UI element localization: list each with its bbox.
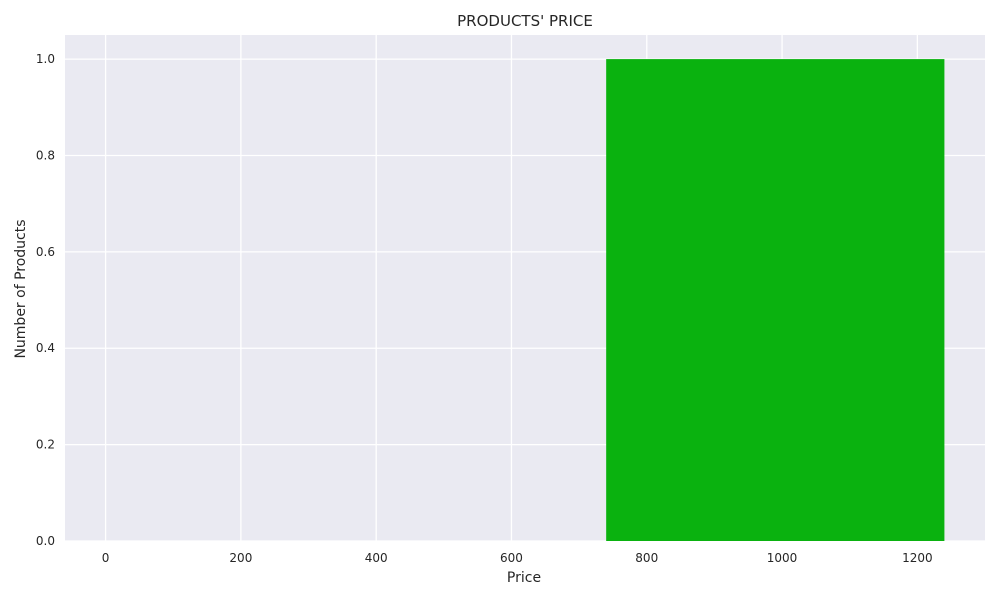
chart-title: PRODUCTS' PRICE xyxy=(457,12,593,30)
x-tick-label: 1000 xyxy=(767,551,798,565)
y-tick-label: 0.4 xyxy=(36,341,55,355)
y-axis-label: Number of Products xyxy=(13,219,29,358)
y-tick-label: 0.2 xyxy=(36,438,55,452)
x-tick-label: 600 xyxy=(500,551,523,565)
x-tick-label: 1200 xyxy=(902,551,933,565)
bar xyxy=(606,59,945,541)
bars xyxy=(606,59,945,541)
x-tick-label: 400 xyxy=(365,551,388,565)
x-tick-label: 800 xyxy=(635,551,658,565)
y-tick-label: 0.0 xyxy=(36,534,55,548)
y-tick-label: 1.0 xyxy=(36,52,55,66)
y-tick-label: 0.8 xyxy=(36,148,55,162)
y-tick-label: 0.6 xyxy=(36,245,55,259)
x-tick-label: 200 xyxy=(229,551,252,565)
x-axis-ticks: 0 200 400 600 800 1000 1200 xyxy=(102,551,933,565)
x-axis-label: Price xyxy=(507,570,541,586)
y-axis-ticks: 0.0 0.2 0.4 0.6 0.8 1.0 xyxy=(36,52,55,548)
x-tick-label: 0 xyxy=(102,551,110,565)
